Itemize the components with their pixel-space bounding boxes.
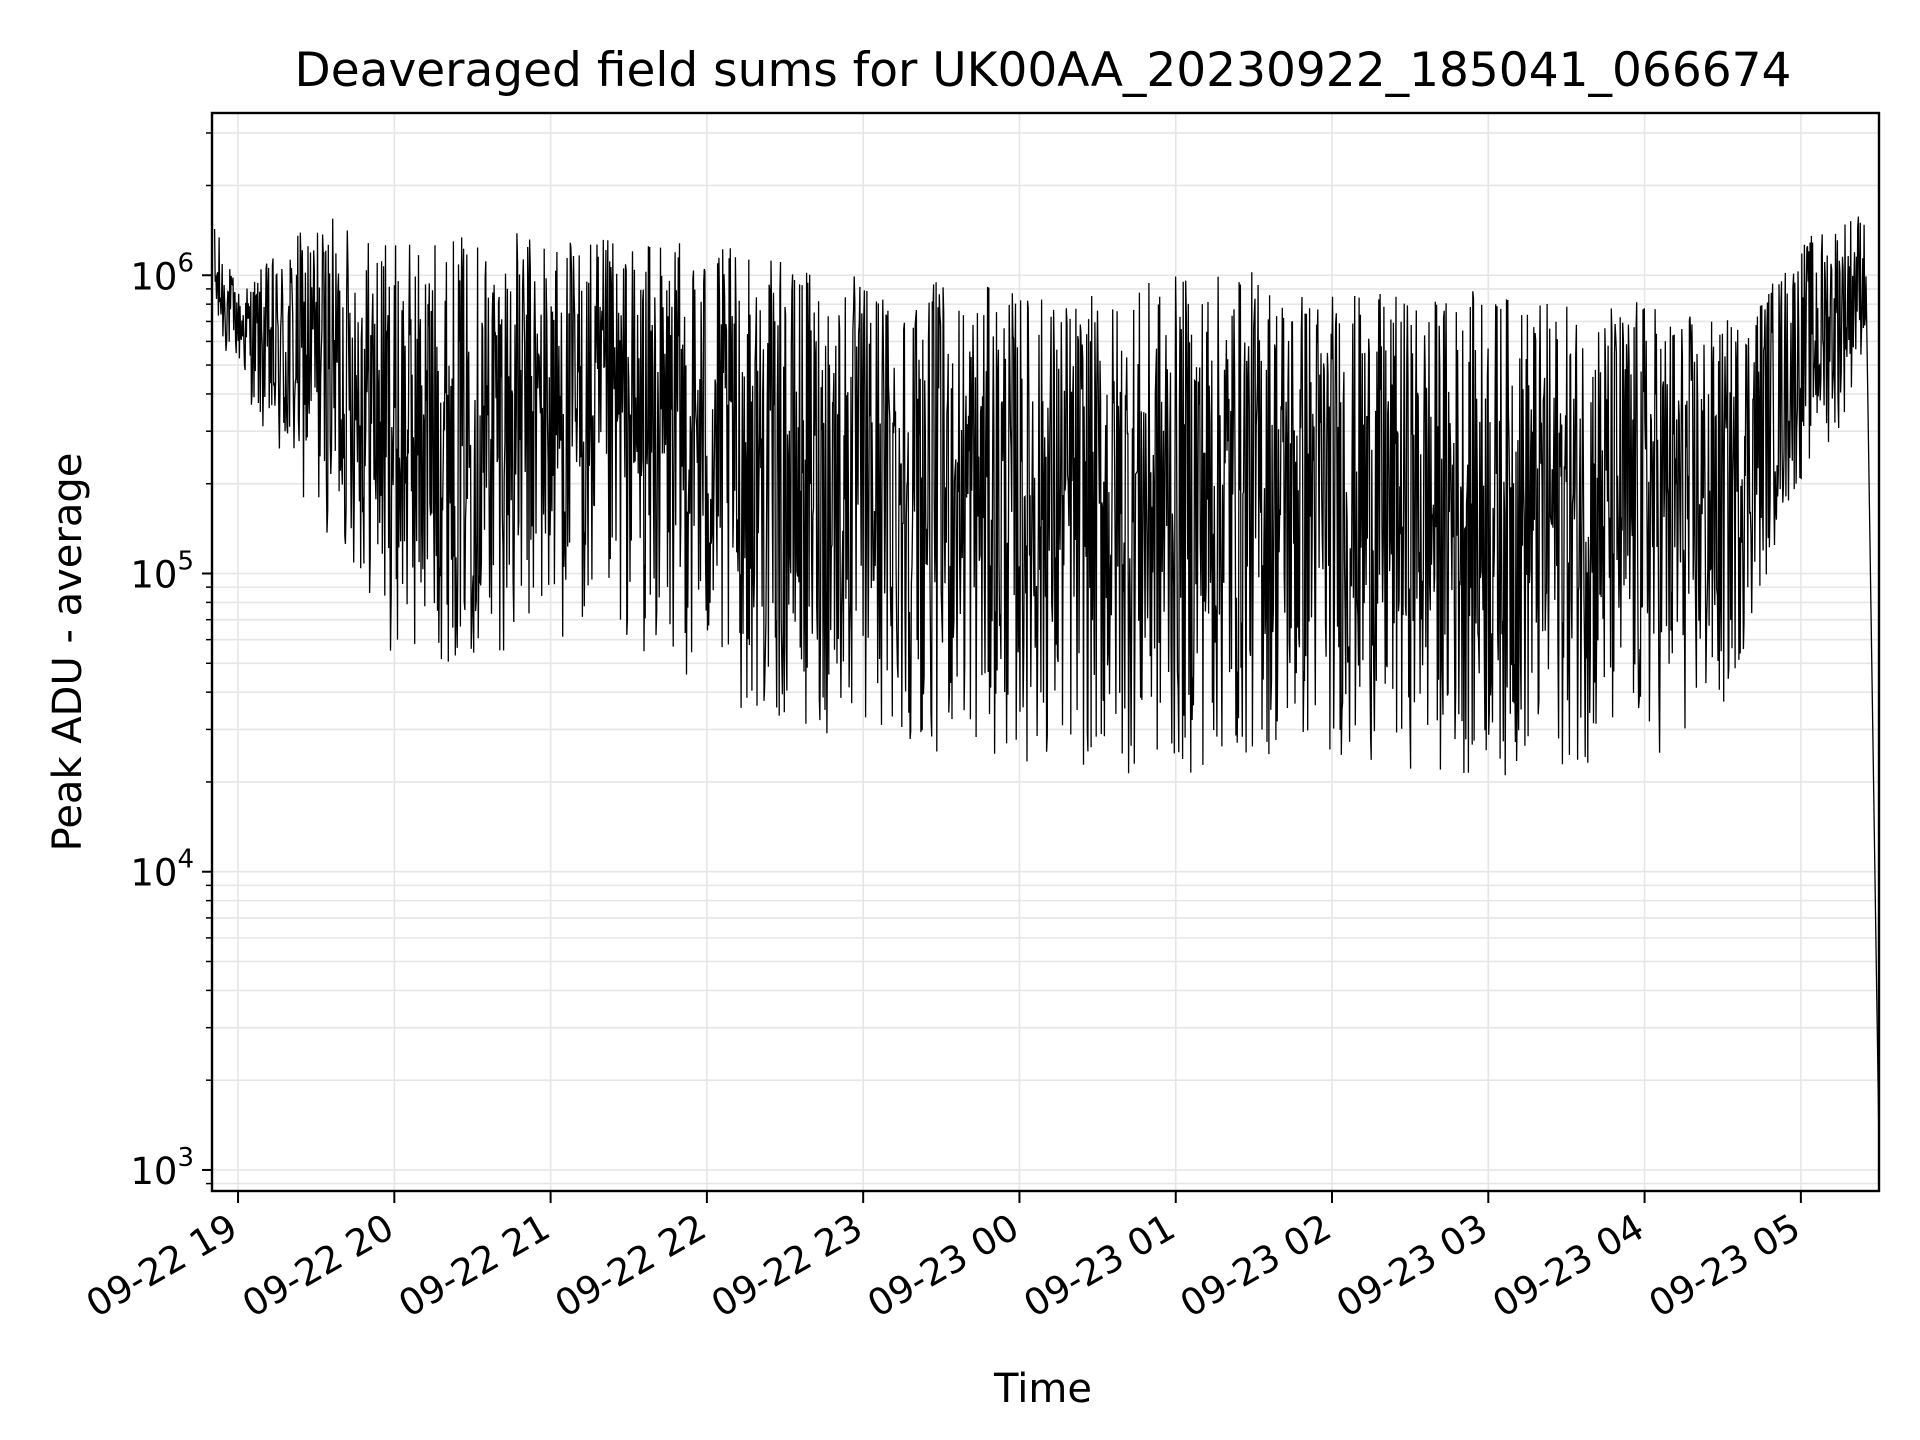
series-line xyxy=(213,216,1880,1147)
y-tick-label: 105 xyxy=(130,546,194,596)
y-tick-label: 106 xyxy=(130,248,194,298)
chart-title: Deaveraged field sums for UK00AA_2023092… xyxy=(295,43,1792,98)
plot-frame xyxy=(210,111,1881,1193)
x-axis-label: Time xyxy=(993,1366,1092,1412)
y-tick-label: 104 xyxy=(130,845,194,895)
y-axis-label: Peak ADU - average xyxy=(45,453,91,852)
data-series-line xyxy=(213,216,1880,1147)
y-axis: 103 104 105 106 xyxy=(130,132,212,1193)
y-tick-label: 103 xyxy=(130,1143,194,1193)
